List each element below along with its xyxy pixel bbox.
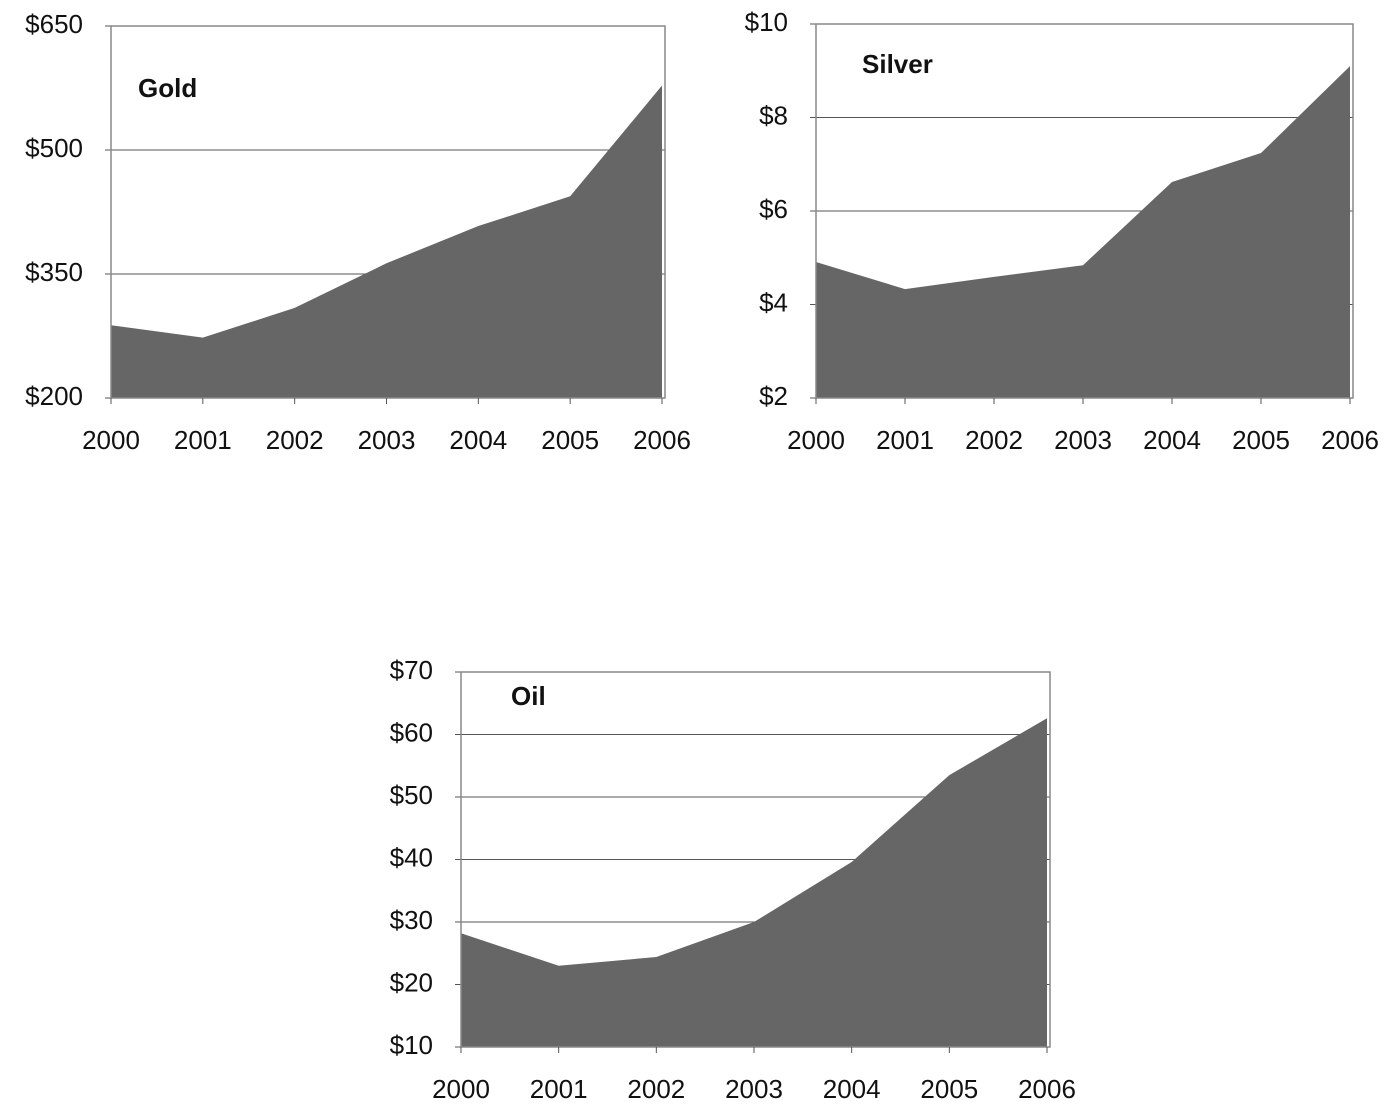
y-tick-label: $10 (745, 7, 788, 37)
y-tick-label: $6 (759, 194, 788, 224)
x-tick-label: 2005 (1232, 425, 1290, 455)
x-tick-label: 2000 (82, 425, 140, 455)
y-tick-label: $60 (390, 717, 433, 747)
x-tick-label: 2004 (449, 425, 507, 455)
y-tick-label: $500 (25, 133, 83, 163)
plot-frame (815, 23, 1354, 399)
x-tick-label: 2002 (266, 425, 324, 455)
plot-frame (460, 671, 1051, 1048)
area (816, 66, 1350, 398)
x-tick-label: 2003 (358, 425, 416, 455)
x-tick-label: 2004 (1143, 425, 1201, 455)
y-tick-label: $2 (759, 381, 788, 411)
x-tick-label: 2005 (541, 425, 599, 455)
plot-frame (110, 25, 666, 399)
x-tick-label: 2006 (1321, 425, 1379, 455)
x-tick-label: 2000 (432, 1074, 490, 1104)
x-tick-label: 2003 (725, 1074, 783, 1104)
x-tick-label: 2006 (1018, 1074, 1076, 1104)
y-tick-label: $30 (390, 905, 433, 935)
chart-title: Oil (511, 681, 546, 711)
x-tick-label: 2001 (174, 425, 232, 455)
y-tick-label: $10 (390, 1030, 433, 1060)
y-tick-label: $20 (390, 967, 433, 997)
x-tick-label: 2001 (530, 1074, 588, 1104)
y-tick-label: $70 (390, 655, 433, 685)
x-tick-label: 2000 (787, 425, 845, 455)
y-tick-label: $8 (759, 100, 788, 130)
y-tick-label: $200 (25, 381, 83, 411)
y-tick-label: $50 (390, 780, 433, 810)
x-tick-label: 2001 (876, 425, 934, 455)
y-tick-label: $650 (25, 9, 83, 39)
y-tick-label: $4 (759, 287, 788, 317)
area (111, 85, 662, 399)
x-tick-label: 2006 (633, 425, 691, 455)
y-tick-label: $350 (25, 257, 83, 287)
x-tick-label: 2002 (965, 425, 1023, 455)
x-tick-label: 2004 (823, 1074, 881, 1104)
chart-title: Silver (862, 49, 933, 79)
y-tick-label: $40 (390, 842, 433, 872)
x-tick-label: 2002 (627, 1074, 685, 1104)
x-tick-label: 2005 (920, 1074, 978, 1104)
x-tick-label: 2003 (1054, 425, 1112, 455)
chart-title: Gold (138, 73, 197, 103)
area (461, 718, 1047, 1047)
